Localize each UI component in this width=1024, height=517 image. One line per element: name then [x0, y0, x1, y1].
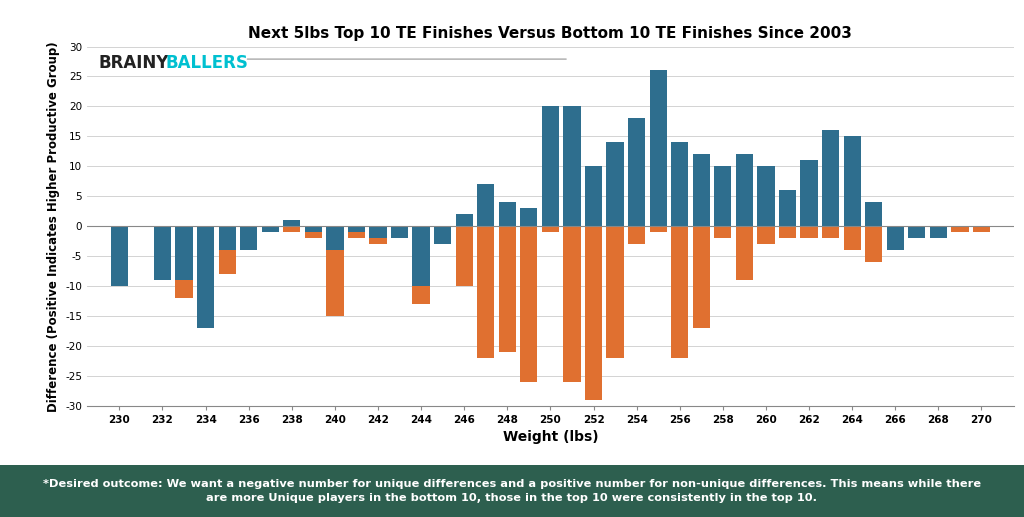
Bar — [348, 226, 366, 238]
Bar — [305, 226, 322, 238]
Bar — [606, 226, 624, 358]
Bar — [649, 226, 667, 232]
Bar — [348, 226, 366, 232]
Bar — [284, 226, 300, 232]
Bar — [692, 154, 710, 226]
Bar — [499, 202, 516, 226]
Bar — [456, 226, 473, 286]
Legend: Not Unique Performances, Unique Performances: Not Unique Performances, Unique Performa… — [382, 478, 719, 500]
Bar — [391, 226, 409, 238]
Bar — [844, 226, 861, 250]
Bar — [520, 226, 538, 382]
Bar — [197, 226, 214, 328]
Bar — [714, 226, 731, 238]
Bar — [736, 154, 753, 226]
Bar — [585, 166, 602, 226]
Bar — [758, 226, 774, 244]
Bar — [585, 226, 602, 400]
Bar — [261, 226, 279, 232]
Bar — [434, 226, 452, 244]
Bar — [563, 107, 581, 226]
Bar — [887, 226, 904, 244]
Bar — [951, 226, 969, 232]
Bar — [327, 226, 343, 250]
Bar — [305, 226, 322, 232]
Bar — [240, 226, 257, 250]
Bar — [736, 226, 753, 280]
Bar — [671, 142, 688, 226]
Bar — [822, 226, 840, 238]
Bar — [628, 226, 645, 244]
Bar — [111, 226, 128, 286]
Bar — [542, 226, 559, 232]
Bar — [714, 166, 731, 226]
Bar — [908, 226, 926, 238]
Bar — [413, 226, 430, 286]
Bar — [434, 226, 452, 238]
Bar — [327, 226, 343, 316]
Bar — [261, 226, 279, 232]
Bar — [692, 226, 710, 328]
Bar — [370, 226, 387, 238]
Bar — [930, 226, 947, 238]
Bar — [391, 226, 409, 238]
Bar — [822, 130, 840, 226]
Text: BALLERS: BALLERS — [166, 54, 249, 72]
Bar — [779, 190, 796, 226]
X-axis label: Weight (lbs): Weight (lbs) — [503, 431, 598, 445]
Bar — [520, 208, 538, 226]
Bar — [758, 166, 774, 226]
Bar — [542, 107, 559, 226]
Bar — [111, 226, 128, 268]
Bar — [801, 160, 817, 226]
Bar — [779, 226, 796, 238]
Bar — [930, 226, 947, 238]
Title: Next 5lbs Top 10 TE Finishes Versus Bottom 10 TE Finishes Since 2003: Next 5lbs Top 10 TE Finishes Versus Bott… — [249, 26, 852, 41]
Bar — [370, 226, 387, 244]
Bar — [649, 70, 667, 226]
Bar — [477, 226, 495, 358]
Bar — [499, 226, 516, 352]
Bar — [197, 226, 214, 322]
Bar — [887, 226, 904, 250]
Bar — [865, 202, 883, 226]
Bar — [973, 226, 990, 232]
Bar — [218, 226, 236, 274]
Bar — [908, 226, 926, 238]
Text: BRAINY: BRAINY — [98, 54, 169, 72]
Bar — [456, 214, 473, 226]
Bar — [154, 226, 171, 280]
Y-axis label: Difference (Positive Indicates Higher Productive Group): Difference (Positive Indicates Higher Pr… — [47, 41, 59, 412]
Bar — [240, 226, 257, 250]
Bar — [844, 136, 861, 226]
Text: *Desired outcome: We want a negative number for unique differences and a positiv: *Desired outcome: We want a negative num… — [43, 479, 981, 503]
Bar — [801, 226, 817, 238]
Bar — [284, 220, 300, 226]
Bar — [628, 118, 645, 226]
Bar — [175, 226, 193, 298]
Bar — [218, 226, 236, 250]
Bar — [606, 142, 624, 226]
Bar — [563, 226, 581, 382]
Bar — [154, 226, 171, 274]
Bar — [413, 226, 430, 304]
Bar — [175, 226, 193, 280]
Bar — [477, 184, 495, 226]
Bar — [671, 226, 688, 358]
Bar — [865, 226, 883, 262]
